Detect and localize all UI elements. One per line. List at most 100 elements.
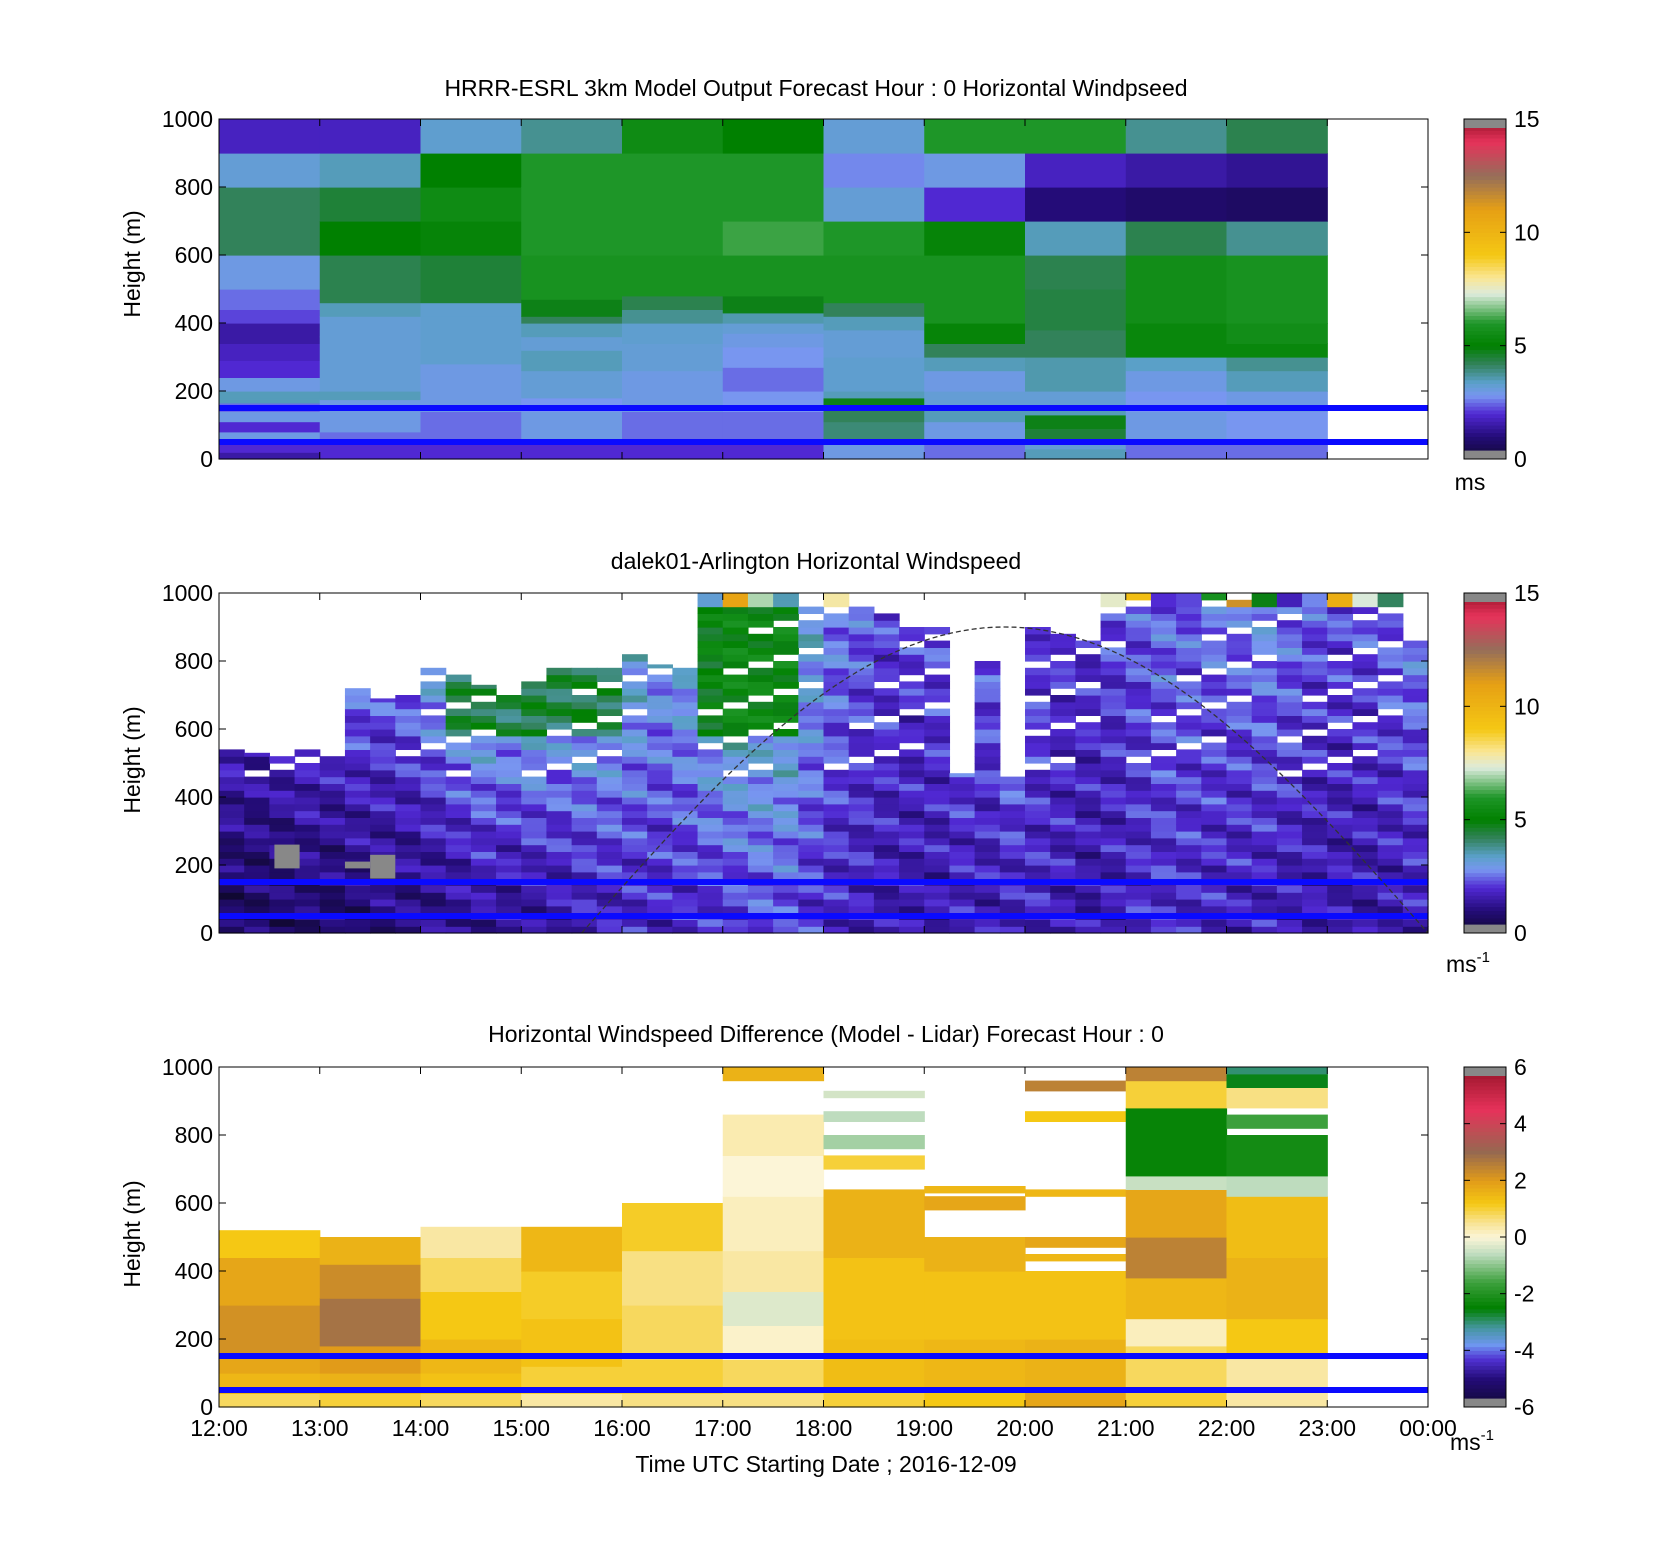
colorbar-swatch: [1464, 1342, 1506, 1348]
colorbar-swatch: [1464, 1376, 1506, 1382]
heatmap-cell: [244, 824, 270, 832]
colorbar-swatch: [1464, 778, 1506, 783]
heatmap-cell: [622, 323, 724, 344]
heatmap-cell: [622, 295, 724, 310]
heatmap-cell: [622, 701, 648, 710]
heatmap-cell: [1176, 769, 1202, 778]
heatmap-cell: [319, 119, 422, 154]
heatmap-cell: [1302, 661, 1328, 669]
heatmap-cell: [1377, 633, 1404, 642]
heatmap-cell: [1302, 817, 1328, 825]
heatmap-cell: [773, 837, 799, 846]
colorbar-swatch: [1464, 853, 1506, 859]
heatmap-cell: [219, 343, 321, 361]
heatmap-cell: [747, 620, 774, 628]
heatmap-cell: [722, 367, 825, 392]
colorbar-swatch: [1464, 695, 1506, 700]
heatmap-cell: [521, 350, 623, 372]
colorbar-swatch: [1464, 353, 1506, 358]
heatmap-cell: [521, 735, 548, 744]
colorbar-tick-label: 15: [1514, 106, 1540, 132]
heatmap-cell: [294, 810, 321, 818]
heatmap-cell: [1302, 620, 1328, 628]
x-tick-label: 18:00: [795, 1415, 853, 1441]
heatmap-cell: [395, 810, 422, 818]
colorbar-swatch: [1464, 130, 1506, 135]
heatmap-cell: [1176, 695, 1202, 703]
heatmap-cell: [1201, 810, 1228, 818]
heatmap-cell: [470, 831, 497, 839]
heatmap-cell: [672, 844, 699, 852]
heatmap-cell: [1276, 674, 1303, 682]
heatmap-cell: [924, 1237, 1026, 1272]
colorbar-swatch: [1464, 747, 1506, 753]
heatmap-cell: [571, 824, 598, 832]
heatmap-cell: [521, 715, 548, 723]
heatmap-cell: [1302, 837, 1328, 846]
heatmap-cell: [319, 797, 346, 805]
heatmap-cell: [370, 701, 396, 710]
heatmap-cell: [1352, 899, 1379, 907]
heatmap-cell: [722, 783, 749, 791]
heatmap-cell: [1075, 667, 1102, 676]
heatmap-cell: [1402, 871, 1429, 880]
model-heatmap: [219, 119, 1428, 460]
heatmap-cell: [1402, 776, 1429, 784]
heatmap-cell: [1201, 851, 1228, 859]
heatmap-cell: [470, 824, 497, 832]
heatmap-cell: [420, 905, 447, 914]
heatmap-cell: [370, 831, 396, 839]
heatmap-cell: [1100, 756, 1127, 764]
heatmap-cell: [722, 647, 749, 655]
heatmap-cell: [1226, 1318, 1328, 1354]
heatmap-cell: [798, 776, 825, 784]
heatmap-cell: [1125, 593, 1152, 601]
heatmap-cell: [496, 695, 522, 703]
heatmap-cell: [1251, 844, 1278, 852]
colorbar-swatch: [1464, 447, 1506, 451]
heatmap-cell: [1327, 640, 1354, 648]
colorbar-swatch: [1464, 1221, 1506, 1227]
heatmap-cell: [596, 763, 623, 771]
heatmap-cell: [395, 871, 422, 880]
heatmap-cell: [1377, 722, 1404, 730]
colorbar-swatch: [1464, 141, 1506, 147]
colorbar-swatch: [1464, 910, 1506, 915]
heatmap-cell: [622, 871, 648, 880]
colorbar-swatch: [1464, 266, 1506, 271]
heatmap-cell: [395, 905, 422, 914]
heatmap-cell: [219, 790, 245, 798]
heatmap-cell: [420, 688, 447, 696]
colorbar-swatch: [1464, 706, 1506, 711]
heatmap-cell: [470, 688, 497, 696]
heatmap-cell: [521, 221, 623, 256]
y-tick-label: 200: [175, 378, 213, 404]
heatmap-cell: [1176, 735, 1202, 744]
colorbar-swatch: [1464, 781, 1506, 787]
heatmap-cell: [1226, 654, 1253, 662]
heatmap-cell: [1201, 899, 1228, 907]
heatmap-cell: [1251, 627, 1278, 635]
heatmap-cell: [1050, 633, 1076, 642]
heatmap-cell: [1352, 851, 1379, 859]
heatmap-cell: [1352, 790, 1379, 798]
heatmap-cell: [672, 871, 699, 880]
heatmap-cell: [622, 681, 648, 689]
colorbar-swatch: [1464, 247, 1506, 252]
heatmap-cell: [1050, 919, 1076, 927]
heatmap-cell: [773, 851, 799, 859]
heatmap-cell: [974, 667, 1001, 676]
heatmap-cell: [773, 749, 799, 757]
difference-panel: Horizontal Windspeed Difference (Model -…: [119, 1021, 1535, 1477]
colorbar-swatch: [1464, 763, 1506, 768]
heatmap-cell: [294, 803, 321, 812]
heatmap-cell: [395, 803, 422, 812]
heatmap-cell: [294, 919, 321, 927]
heatmap-cell: [924, 729, 951, 737]
heatmap-cell: [521, 858, 548, 866]
colorbar-swatch: [1464, 1346, 1506, 1351]
heatmap-cell: [999, 783, 1026, 791]
heatmap-cell: [420, 119, 522, 154]
heatmap-cell: [1025, 1111, 1127, 1122]
heatmap-cell: [470, 769, 497, 778]
